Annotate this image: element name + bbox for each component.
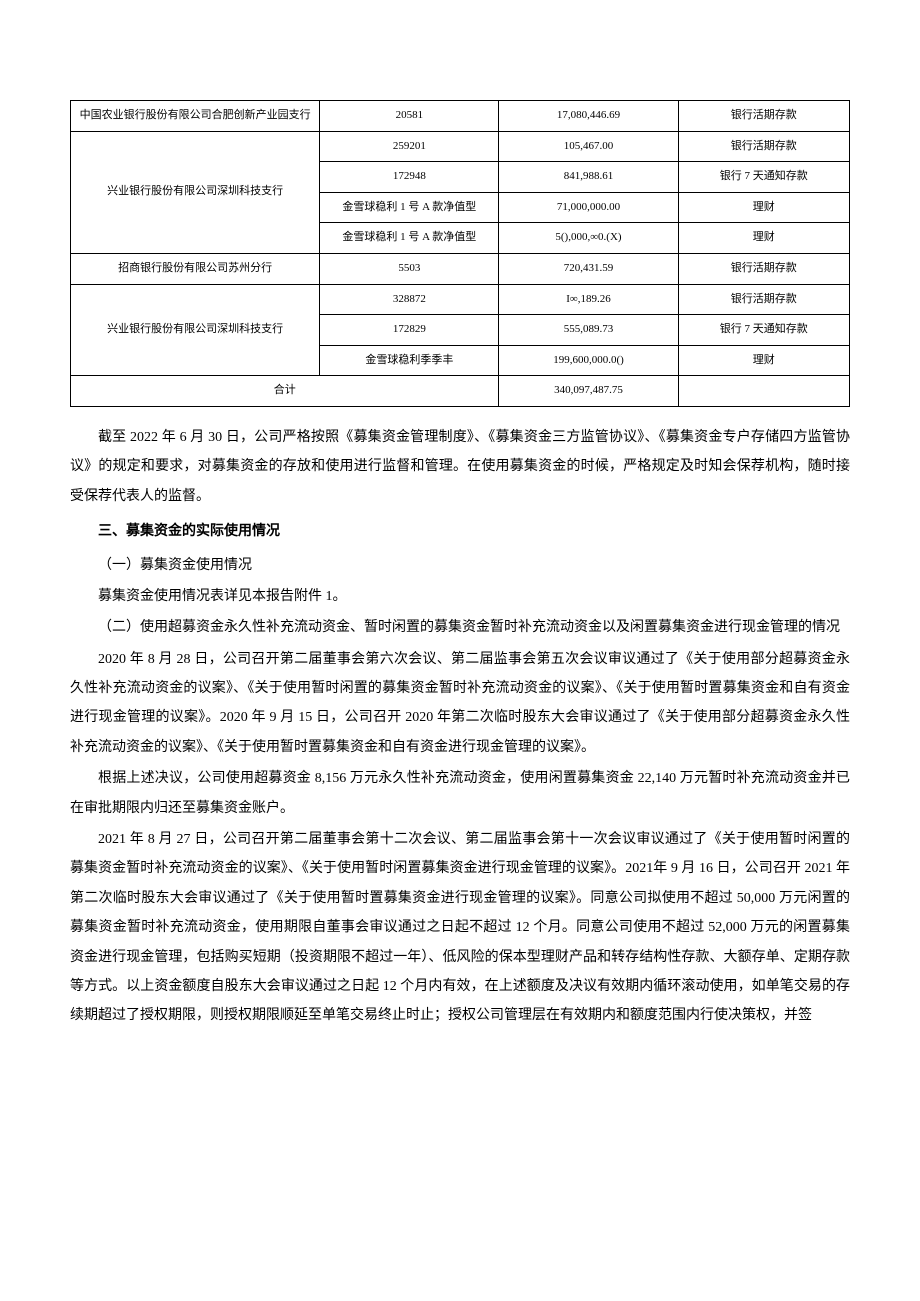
paragraph-resolution-2021: 2021 年 8 月 27 日，公司召开第二届董事会第十二次会议、第二届监事会第… [70,825,850,1031]
sub-heading-2: （二）使用超募资金永久性补充流动资金、暂时闲置的募集资金暂时补充流动资金以及闲置… [70,613,850,642]
table-row: 兴业银行股份有限公司深圳科技支行 259201 105,467.00 银行活期存… [71,131,850,162]
cell-type: 银行活期存款 [678,131,849,162]
table-row: 中国农业银行股份有限公司合肥创新产业园支行 20581 17,080,446.6… [71,101,850,132]
cell-sum-amount: 340,097,487.75 [499,376,678,407]
cell-account: 172829 [320,315,499,346]
cell-type: 银行活期存款 [678,253,849,284]
section-heading-3: 三、募集资金的实际使用情况 [70,517,850,546]
cell-amount: 841,988.61 [499,162,678,193]
cell-amount: 17,080,446.69 [499,101,678,132]
cell-bank: 招商银行股份有限公司苏州分行 [71,253,320,284]
cell-account: 172948 [320,162,499,193]
paragraph-appendix: 募集资金使用情况表详见本报告附件 1。 [70,582,850,611]
table-sum-row: 合计 340,097,487.75 [71,376,850,407]
cell-account: 5503 [320,253,499,284]
paragraph-resolution-2020: 2020 年 8 月 28 日，公司召开第二届董事会第六次会议、第二届监事会第五… [70,645,850,763]
paragraph-intro: 截至 2022 年 6 月 30 日，公司严格按照《募集资金管理制度》、《募集资… [70,423,850,511]
sub-heading-1: （一）募集资金使用情况 [70,551,850,580]
cell-type: 理财 [678,223,849,254]
cell-amount: 199,600,000.0() [499,345,678,376]
cell-amount: I∞,189.26 [499,284,678,315]
cell-sum-type [678,376,849,407]
paragraph-amounts: 根据上述决议，公司使用超募资金 8,156 万元永久性补充流动资金，使用闲置募集… [70,764,850,823]
cell-account: 20581 [320,101,499,132]
cell-amount: 71,000,000.00 [499,192,678,223]
cell-type: 银行 7 天通知存款 [678,315,849,346]
cell-type: 银行活期存款 [678,284,849,315]
funds-account-table: 中国农业银行股份有限公司合肥创新产业园支行 20581 17,080,446.6… [70,100,850,407]
cell-amount: 720,431.59 [499,253,678,284]
cell-amount: 555,089.73 [499,315,678,346]
cell-bank: 兴业银行股份有限公司深圳科技支行 [71,131,320,253]
cell-sum-label: 合计 [71,376,499,407]
cell-type: 银行 7 天通知存款 [678,162,849,193]
cell-account: 259201 [320,131,499,162]
cell-type: 理财 [678,192,849,223]
cell-account: 金雪球稳利 1 号 A 款净值型 [320,192,499,223]
table-row: 招商银行股份有限公司苏州分行 5503 720,431.59 银行活期存款 [71,253,850,284]
cell-amount: 5(),000,∞0.(X) [499,223,678,254]
cell-bank: 兴业银行股份有限公司深圳科技支行 [71,284,320,376]
cell-account: 金雪球稳利 1 号 A 款净值型 [320,223,499,254]
cell-type: 理财 [678,345,849,376]
cell-account: 328872 [320,284,499,315]
cell-bank: 中国农业银行股份有限公司合肥创新产业园支行 [71,101,320,132]
cell-account: 金雪球稳利季季丰 [320,345,499,376]
cell-amount: 105,467.00 [499,131,678,162]
cell-type: 银行活期存款 [678,101,849,132]
table-row: 兴业银行股份有限公司深圳科技支行 328872 I∞,189.26 银行活期存款 [71,284,850,315]
